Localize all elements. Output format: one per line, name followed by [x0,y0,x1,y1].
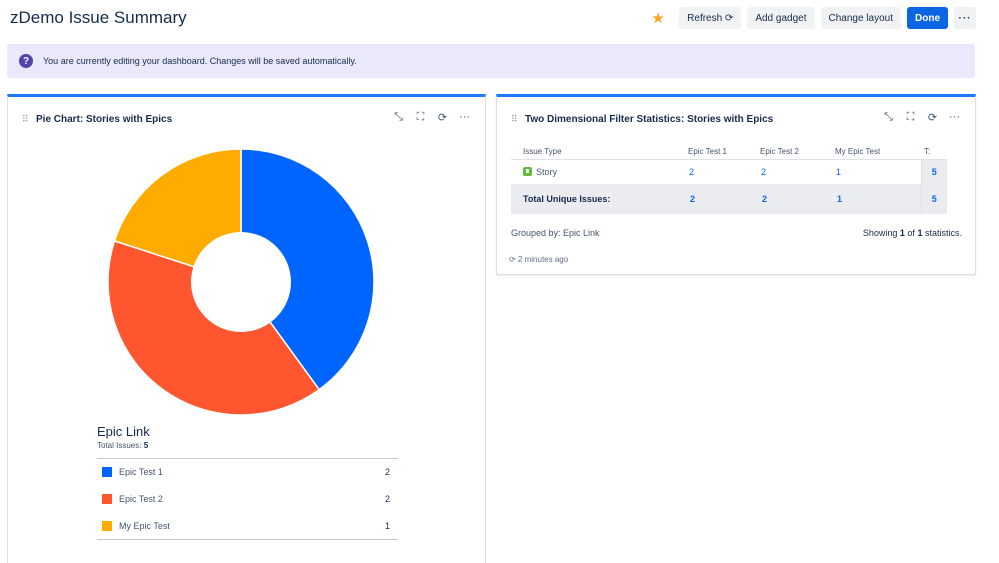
column-header: Epic Test 2 [760,144,835,160]
minimize-icon[interactable]: ⤡ [394,111,403,123]
total-label: Total Unique Issues: [511,184,688,214]
legend-value: 2 [384,467,390,478]
pie-legend: Epic Test 1 2 Epic Test 2 2 My Epic Test… [97,458,398,541]
drag-handle-icon[interactable]: ⠿ [511,113,518,124]
last-updated: ⟳ 2 minutes ago [509,255,568,264]
gadget-header: ⠿ Pie Chart: Stories with Epics ⤡ ⛶ ⟳ ··… [8,111,485,127]
table-row: Story 2 2 1 5 [511,159,947,184]
showing-total: 1 [917,228,923,238]
minimize-icon[interactable]: ⤡ [884,111,893,123]
refresh-small-icon[interactable]: ⟳ [509,255,516,264]
legend-value: 2 [384,494,390,505]
pie-hole [191,232,291,332]
total-row: Total Unique Issues: 2 2 1 5 [511,184,947,214]
issue-type-label: Story [536,166,558,177]
legend-total: Total Issues: 5 [97,441,148,450]
question-icon: ? [19,54,33,68]
showing-prefix: Showing [862,228,898,238]
legend-label: Epic Test 1 [119,467,163,478]
banner-text: You are currently editing your dashboard… [43,56,357,66]
count-link[interactable]: 1 [836,166,842,177]
legend-label: My Epic Test [119,520,170,531]
updated-text: 2 minutes ago [517,255,569,264]
issue-type-cell: Story [511,159,688,184]
story-icon [523,166,532,176]
showing-of: of [907,228,915,238]
count-link[interactable]: 2 [761,166,767,177]
more-icon[interactable]: ··· [459,111,470,123]
table-header-row: Issue Type Epic Test 1 Epic Test 2 My Ep… [511,144,947,160]
star-icon[interactable]: ★ [651,10,665,27]
legend-value: 1 [384,520,390,531]
legend-item[interactable]: Epic Test 1 2 [97,459,398,486]
more-actions-button[interactable]: ··· [954,7,976,29]
showing-statistics: Showing 1 of 1 statistics. [863,228,962,238]
total-count-link[interactable]: 5 [920,184,947,214]
legend-title: Epic Link [97,424,150,439]
count-link[interactable]: 5 [920,159,947,184]
refresh-icon[interactable]: ⟳ [927,112,938,124]
drag-handle-icon[interactable]: ⠿ [22,113,29,124]
total-label: Total Issues: [97,441,142,450]
legend-item[interactable]: My Epic Test 1 [97,512,398,539]
column-header: T: [921,144,947,160]
stats-table: Issue Type Epic Test 1 Epic Test 2 My Ep… [511,144,947,214]
gadget-header: ⠿ Two Dimensional Filter Statistics: Sto… [497,111,975,127]
count-link[interactable]: 2 [689,166,695,177]
legend-swatch [102,467,112,478]
total-count-link[interactable]: 2 [760,184,835,214]
pie-chart-gadget: ⠿ Pie Chart: Stories with Epics ⤡ ⛶ ⟳ ··… [7,94,486,563]
pie-slice-epic-test-2[interactable] [107,239,321,416]
total-value: 5 [143,441,149,450]
legend-swatch [102,520,112,531]
column-header: Issue Type [511,144,688,160]
change-layout-button[interactable]: Change layout [820,7,901,29]
refresh-button[interactable]: Refresh ⟳ [679,7,742,29]
add-gadget-button[interactable]: Add gadget [747,7,815,29]
refresh-icon[interactable]: ⟳ [437,112,448,124]
total-count-link[interactable]: 2 [688,184,760,214]
grouped-by-label: Grouped by: Epic Link [511,228,600,238]
fullscreen-icon[interactable]: ⛶ [906,111,915,123]
legend-item[interactable]: Epic Test 2 2 [97,486,398,513]
showing-suffix: statistics. [924,228,962,238]
page-title: zDemo Issue Summary [10,8,187,27]
gadget-title: Pie Chart: Stories with Epics [36,113,173,125]
done-button[interactable]: Done [907,7,948,29]
pie-chart [107,148,375,416]
legend-label: Epic Test 2 [119,494,163,505]
pie-slice-epic-test-1[interactable] [240,148,375,391]
edit-mode-banner: ? You are currently editing your dashboa… [7,44,975,78]
two-dimensional-stats-gadget: ⠿ Two Dimensional Filter Statistics: Sto… [496,94,976,275]
column-header: Epic Test 1 [688,144,760,160]
fullscreen-icon[interactable]: ⛶ [416,111,425,123]
dashboard-toolbar: ★ Refresh ⟳ Add gadget Change layout Don… [647,7,976,29]
legend-swatch [102,494,112,505]
gadget-title: Two Dimensional Filter Statistics: Stori… [525,113,774,125]
more-icon[interactable]: ··· [949,111,960,123]
column-header: My Epic Test [835,144,921,160]
total-count-link[interactable]: 1 [835,184,921,214]
showing-current: 1 [899,228,905,238]
